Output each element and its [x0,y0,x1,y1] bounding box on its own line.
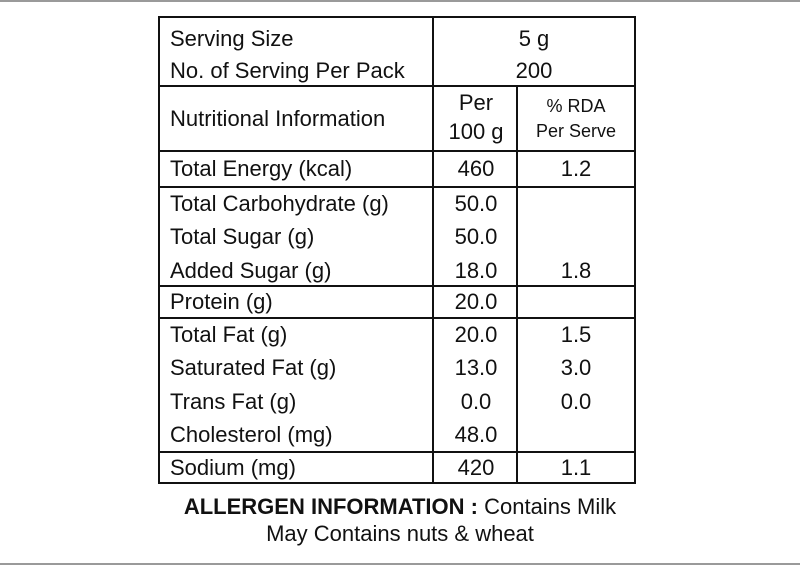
per100-value: 460 [457,155,495,181]
rda-value: 1.2 [560,155,592,181]
rda-value: 1.8 [560,257,592,283]
per100-value: 0.0 [460,388,492,414]
row-divider [160,451,634,453]
row-divider [160,85,634,87]
per100-value: 20.0 [454,322,498,347]
nutrition-header-label: Nutritional Information [170,106,386,131]
per100-value: 20.0 [454,288,498,314]
row-divider [160,317,634,319]
nutrient-name: Trans Fat (g) [170,388,297,414]
serving-size-label: Serving Size [170,26,294,51]
per100-value: 13.0 [454,355,498,381]
rda-value: 0.0 [560,388,592,414]
per100-value: 48.0 [454,421,498,447]
row-divider [160,150,634,152]
per100-value: 420 [457,455,495,480]
nutrient-name: Saturated Fat (g) [170,355,337,381]
nutrient-name: Protein (g) [170,288,273,314]
row-divider [160,285,634,287]
rda-value: 3.0 [560,355,592,381]
bottom-border [0,563,800,565]
servings-per-pack-label: No. of Serving Per Pack [170,58,405,83]
allergen-information: ALLERGEN INFORMATION : Contains Milk [150,493,650,520]
nutrient-name: Total Carbohydrate (g) [170,191,389,216]
row-divider [160,186,634,188]
per100-value: 50.0 [454,224,498,250]
nutrient-name: Sodium (mg) [170,455,296,480]
rda-value: 1.1 [560,455,592,480]
column-divider [432,18,434,482]
nutrient-name: Added Sugar (g) [170,257,332,283]
rda-header-line1: % RDA [546,96,606,116]
per100-value: 18.0 [454,257,498,283]
per100-header-line1: Per [458,90,494,115]
per100-header-line2: 100 g [448,119,504,144]
rda-value: 1.5 [560,322,592,347]
allergen-contains: Contains Milk [484,494,617,519]
nutrition-table: Serving Size No. of Serving Per Pack 5 g… [158,16,636,484]
allergen-may-contain: May Contains nuts & wheat [266,521,534,546]
rda-header-line2: Per Serve [535,121,617,141]
nutrient-name: Total Fat (g) [170,322,288,347]
column-divider [516,85,518,482]
top-border [0,0,800,2]
serving-size-value: 5 g [518,26,550,51]
allergen-heading: ALLERGEN INFORMATION : [183,494,478,519]
nutrient-name: Cholesterol (mg) [170,421,333,447]
servings-per-pack-value: 200 [515,58,553,83]
nutrient-name: Total Energy (kcal) [170,155,353,181]
per100-value: 50.0 [454,191,498,216]
nutrient-name: Total Sugar (g) [170,224,315,250]
